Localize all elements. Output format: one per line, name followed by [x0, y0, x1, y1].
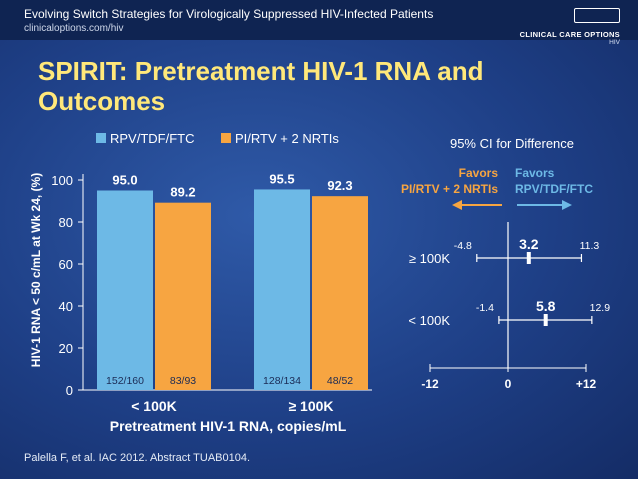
y-axis-title: HIV-1 RNA < 50 c/mL at Wk 24, (%): [29, 173, 43, 367]
favors-right-label: RPV/TDF/FTC: [515, 182, 593, 196]
bar-fraction-label: 152/160: [106, 375, 144, 387]
slide-title-line2: Outcomes: [38, 86, 166, 116]
favors-left-label: PI/RTV + 2 NRTIs: [401, 182, 498, 196]
logo: CLINICAL CARE OPTIONS HIV: [520, 8, 620, 46]
y-tick-label: 60: [59, 257, 73, 272]
favors-right-arrowhead: [562, 200, 572, 210]
point-estimate: [526, 252, 531, 264]
slide-title: SPIRIT: Pretreatment HIV-1 RNA and Outco…: [38, 56, 483, 116]
bar: [254, 189, 310, 390]
ci-lower-label: -4.8: [454, 240, 472, 252]
logo-name: CLINICAL CARE OPTIONS: [519, 30, 620, 39]
legend-label: PI/RTV + 2 NRTIs: [235, 131, 339, 146]
bar-fraction-label: 83/93: [170, 375, 196, 387]
header-title: Evolving Switch Strategies for Virologic…: [24, 7, 434, 21]
y-tick-label: 20: [59, 341, 73, 356]
bar: [155, 202, 211, 390]
forest-title: 95% CI for Difference: [450, 136, 574, 151]
y-tick-label: 80: [59, 215, 73, 230]
x-category-label: < 100K: [131, 398, 177, 414]
y-tick-label: 0: [66, 383, 73, 398]
bar-fraction-label: 128/134: [263, 375, 301, 387]
slide-title-line1: SPIRIT: Pretreatment HIV-1 RNA and: [38, 56, 484, 86]
citation: Palella F, et al. IAC 2012. Abstract TUA…: [24, 452, 251, 464]
logo-mark-icon: [574, 8, 620, 23]
bar-value-label: 92.3: [327, 178, 352, 193]
bar: [312, 196, 368, 390]
forest-x-tick-label: -12: [421, 377, 439, 391]
point-estimate: [543, 314, 548, 326]
legend-swatch: [96, 133, 106, 143]
forest-x-tick-label: +12: [576, 377, 597, 391]
ci-lower-label: -1.4: [476, 302, 494, 314]
legend-swatch: [221, 133, 231, 143]
header-url: clinicaloptions.com/hiv: [24, 23, 124, 34]
bar-value-label: 89.2: [170, 185, 195, 200]
bar-value-label: 95.5: [269, 171, 294, 186]
forest-row-label: ≥ 100K: [409, 251, 450, 266]
logo-sub: HIV: [609, 39, 620, 46]
favors-left-label: Favors: [459, 166, 499, 180]
bar-fraction-label: 48/52: [327, 375, 353, 387]
estimate-label: 3.2: [519, 236, 539, 252]
header-bar: Evolving Switch Strategies for Virologic…: [0, 0, 638, 46]
y-tick-label: 100: [51, 173, 73, 188]
favors-left-arrowhead: [452, 200, 462, 210]
ci-upper-label: 12.9: [590, 302, 611, 314]
bar-value-label: 95.0: [112, 173, 137, 188]
forest-x-tick-label: 0: [505, 377, 512, 391]
y-tick-label: 40: [59, 299, 73, 314]
x-category-label: ≥ 100K: [288, 398, 333, 414]
forest-row-label: < 100K: [408, 313, 450, 328]
x-axis-title: Pretreatment HIV-1 RNA, copies/mL: [110, 418, 347, 434]
estimate-label: 5.8: [536, 298, 556, 314]
ci-upper-label: 11.3: [580, 240, 600, 252]
legend-label: RPV/TDF/FTC: [110, 131, 195, 146]
bar: [97, 190, 153, 390]
favors-right-label: Favors: [515, 166, 555, 180]
